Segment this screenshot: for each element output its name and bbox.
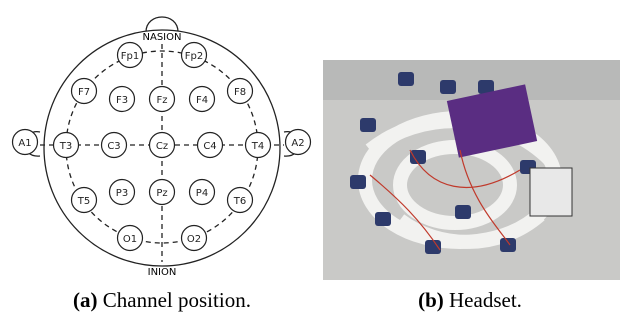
caption-label: (b) (418, 288, 444, 312)
electrode-label: Cz (156, 141, 168, 152)
electrode: Fz (150, 87, 175, 112)
electrode: Pz (150, 180, 175, 205)
electrode-label: T4 (251, 141, 264, 152)
electrode-label: Fp1 (121, 51, 139, 62)
electrode-label: Pz (156, 188, 167, 199)
electrode-label: F8 (234, 87, 246, 98)
electrode: T3 (54, 133, 79, 158)
electrode: F3 (110, 87, 135, 112)
electrode-label: Fz (156, 95, 167, 106)
electrode-label: T5 (77, 196, 90, 207)
inion-label: INION (148, 267, 177, 278)
electrode-label: C4 (203, 141, 216, 152)
electrode-label: F3 (116, 95, 128, 106)
electrode: A1 (13, 130, 38, 155)
electrode: P4 (190, 180, 215, 205)
electrode-label: T6 (233, 196, 246, 207)
electrode: C4 (198, 133, 223, 158)
caption-b: (b) Headset. (418, 288, 522, 312)
electrode: F7 (72, 79, 97, 104)
caption-label: (a) (73, 288, 98, 312)
electrode: Fp1 (118, 43, 143, 68)
electrode: O1 (118, 226, 143, 251)
caption-text: Channel position. (103, 288, 251, 312)
electrode: A2 (286, 130, 311, 155)
electrode-label: P4 (196, 188, 208, 199)
electrode: F4 (190, 87, 215, 112)
electrode: T4 (246, 133, 271, 158)
electrode-label: F4 (196, 95, 208, 106)
desk-shade (323, 60, 620, 100)
electrode-label: F7 (78, 87, 90, 98)
electrode-label: Fp2 (185, 51, 203, 62)
electrode: O2 (182, 226, 207, 251)
electrode-label: T3 (59, 141, 72, 152)
electrode-label: C3 (107, 141, 120, 152)
electrode: T5 (72, 188, 97, 213)
figure: NASION INION Fp1 Fp2 F7 F3 Fz F4 F8 A1 T3 C3 Cz C4 T… (0, 0, 628, 326)
electrode-label: O2 (187, 234, 201, 245)
electrode: Cz (150, 133, 175, 158)
nasion-label: NASION (143, 32, 182, 43)
electrode-label: P3 (116, 188, 128, 199)
caption-text: Headset. (449, 288, 522, 312)
module (530, 168, 572, 216)
electrode-label: A1 (18, 138, 31, 149)
caption-a: (a) Channel position. (73, 288, 251, 312)
electrode: C3 (102, 133, 127, 158)
headset-photo (323, 60, 620, 280)
electrode: P3 (110, 180, 135, 205)
electrode: T6 (228, 188, 253, 213)
electrode-label: A2 (291, 138, 304, 149)
electrode: F8 (228, 79, 253, 104)
page: {"figure": { "panel_a": { "nasion": "NAS… (0, 0, 628, 326)
electrode-label: O1 (123, 234, 137, 245)
electrode: Fp2 (182, 43, 207, 68)
